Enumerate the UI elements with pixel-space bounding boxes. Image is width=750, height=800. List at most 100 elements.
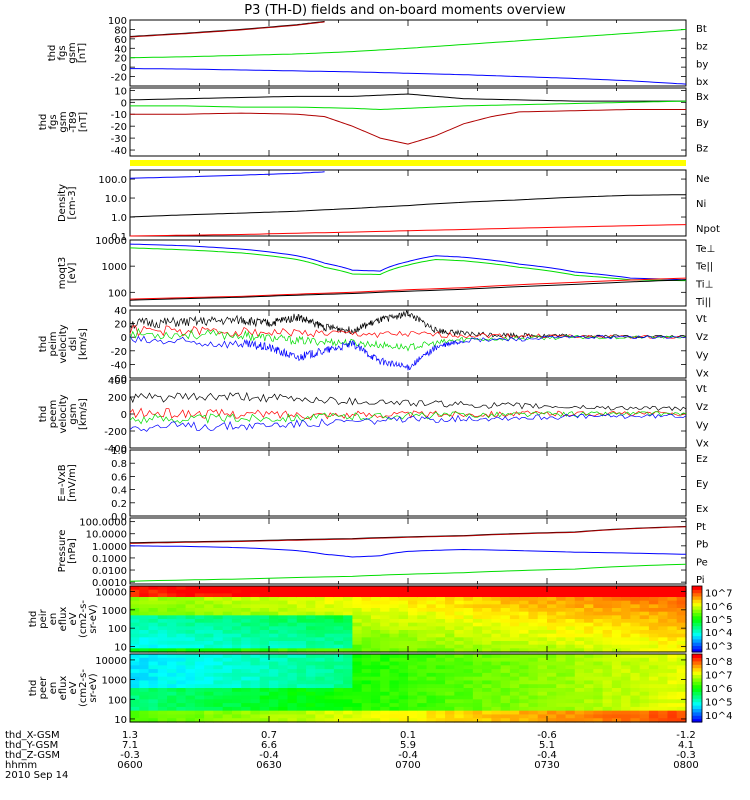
- heatmap-cell: [630, 615, 641, 620]
- heatmap-cell: [445, 676, 455, 682]
- y-tick-label: 80: [114, 25, 127, 36]
- heatmap-cell: [231, 611, 242, 616]
- heatmap-cell: [287, 710, 298, 716]
- heatmap-cell: [287, 641, 298, 646]
- heatmap-cell: [648, 714, 659, 719]
- heatmap-cell: [148, 593, 159, 598]
- heatmap-cell: [157, 593, 168, 598]
- heatmap-cell: [621, 644, 631, 649]
- colorbar-segment: [692, 645, 702, 650]
- heatmap-cell: [139, 637, 150, 642]
- heatmap-cell: [482, 657, 492, 663]
- heatmap-cell: [204, 641, 214, 646]
- heatmap-cell: [491, 718, 502, 723]
- heatmap-cell: [324, 633, 335, 638]
- heatmap-cell: [630, 680, 641, 685]
- y-tick-label: 20: [114, 320, 127, 331]
- heatmap-cell: [398, 641, 409, 646]
- heatmap-cell: [408, 669, 418, 674]
- heatmap-cell: [556, 710, 567, 716]
- heatmap-cell: [547, 661, 557, 666]
- heatmap-cell: [621, 630, 631, 635]
- heatmap-cell: [213, 714, 224, 719]
- heatmap-cell: [222, 680, 233, 685]
- heatmap-cell: [658, 657, 669, 663]
- heatmap-cell: [574, 654, 585, 659]
- heatmap-cell: [519, 619, 530, 624]
- heatmap-cell: [222, 622, 233, 627]
- heatmap-cell: [584, 597, 594, 602]
- heatmap-cell: [296, 589, 307, 594]
- heatmap-cell: [417, 672, 428, 678]
- heatmap-cell: [176, 669, 187, 674]
- heatmap-cell: [157, 608, 168, 613]
- heatmap-cell: [648, 641, 659, 646]
- heatmap-cell: [491, 619, 502, 624]
- heatmap-cell: [185, 644, 196, 649]
- heatmap-cell: [343, 637, 353, 642]
- heatmap-cell: [259, 622, 270, 627]
- heatmap-cell: [361, 622, 372, 627]
- heatmap-cell: [380, 706, 391, 712]
- heatmap-cell: [398, 706, 409, 712]
- colorbar-segment: [692, 701, 702, 706]
- heatmap-cell: [361, 695, 372, 700]
- heatmap-cell: [213, 699, 224, 704]
- heatmap-cell: [389, 615, 400, 620]
- heatmap-cell: [194, 630, 205, 635]
- y-axis-label: sr-eV): [88, 673, 99, 702]
- heatmap-cell: [231, 619, 242, 624]
- y-tick-label: 100: [108, 695, 127, 706]
- heatmap-cell: [287, 615, 298, 620]
- heatmap-cell: [454, 630, 465, 635]
- heatmap-cell: [528, 637, 539, 642]
- heatmap-cell: [639, 608, 650, 613]
- heatmap-cell: [389, 665, 400, 670]
- heatmap-cell: [204, 626, 214, 631]
- legend-entry: Vx: [696, 439, 709, 450]
- heatmap-cell: [482, 630, 492, 635]
- heatmap-cell: [676, 684, 687, 689]
- heatmap-cell: [565, 691, 576, 697]
- heatmap-cell: [222, 593, 233, 598]
- heatmap-cell: [584, 604, 594, 609]
- heatmap-cell: [454, 714, 465, 719]
- heatmap-cell: [148, 615, 159, 620]
- heatmap-cell: [482, 654, 492, 659]
- heatmap-cell: [306, 718, 316, 723]
- heatmap-cell: [435, 622, 446, 627]
- heatmap-cell: [167, 699, 177, 704]
- heatmap-cell: [482, 661, 492, 666]
- heatmap-cell: [482, 593, 492, 598]
- heatmap-cell: [519, 661, 530, 666]
- heatmap-cell: [528, 648, 539, 653]
- heatmap-cell: [454, 706, 465, 712]
- heatmap-cell: [287, 699, 298, 704]
- colorbar-segment: [692, 677, 702, 682]
- heatmap-cell: [361, 597, 372, 602]
- heatmap-cell: [491, 611, 502, 616]
- heatmap-cell: [380, 703, 391, 708]
- heatmap-cell: [537, 648, 548, 653]
- heatmap-cell: [463, 684, 474, 689]
- heatmap-cell: [482, 589, 492, 594]
- heatmap-cell: [380, 680, 391, 685]
- heatmap-cell: [231, 699, 242, 704]
- heatmap-cell: [176, 633, 187, 638]
- heatmap-cell: [676, 669, 687, 674]
- heatmap-cell: [667, 644, 678, 649]
- heatmap-cell: [231, 644, 242, 649]
- heatmap-cell: [176, 676, 187, 682]
- heatmap-cell: [389, 648, 400, 653]
- heatmap-cell: [417, 593, 428, 598]
- colorbar-label: 10^4: [705, 711, 732, 722]
- heatmap-cell: [306, 680, 316, 685]
- heatmap-cell: [148, 688, 159, 693]
- heatmap-cell: [296, 672, 307, 678]
- heatmap-cell: [500, 684, 511, 689]
- heatmap-cell: [602, 586, 613, 591]
- heatmap-cell: [472, 710, 483, 716]
- heatmap-cell: [204, 710, 214, 716]
- y-tick-label: 100: [108, 288, 127, 299]
- heatmap-cell: [278, 648, 289, 653]
